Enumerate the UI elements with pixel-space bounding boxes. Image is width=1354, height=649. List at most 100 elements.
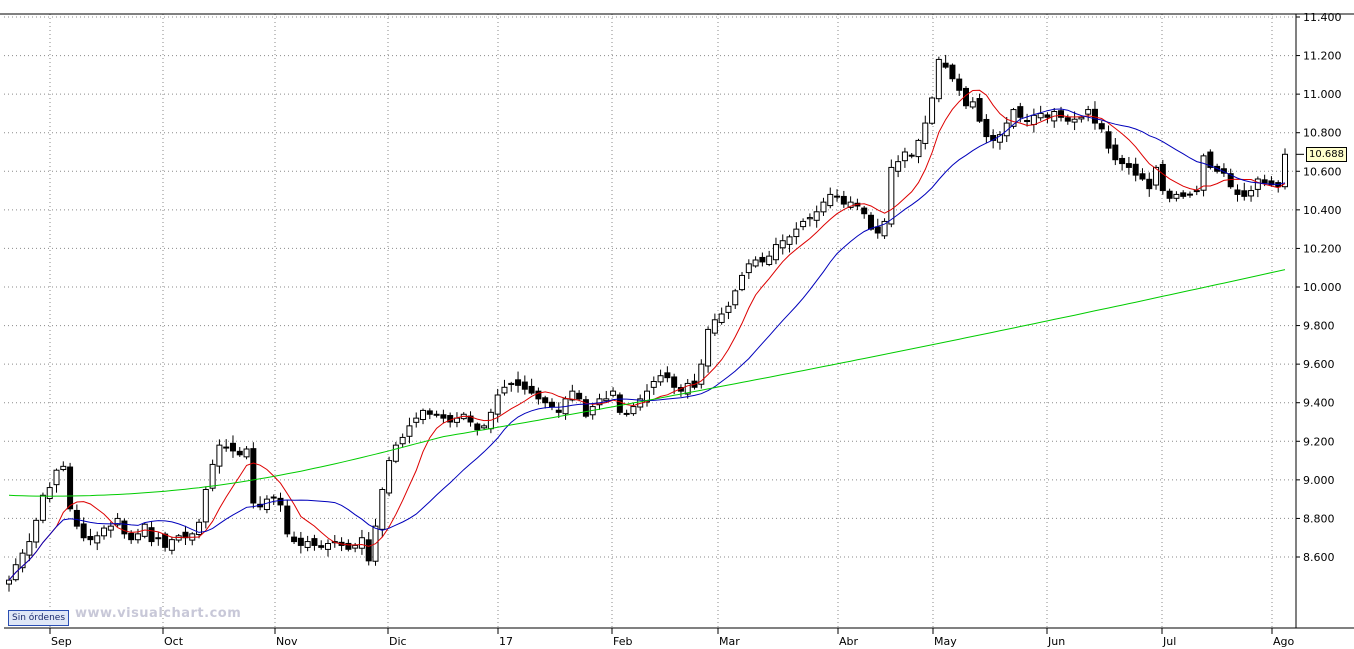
candle-body [1105, 131, 1112, 149]
x-tick-label: Nov [276, 635, 298, 648]
candle-body [284, 505, 291, 535]
candle-body [528, 385, 535, 394]
candle-body [840, 195, 847, 205]
candle-body [766, 255, 773, 265]
candle-body [739, 274, 746, 291]
x-tick-label: Feb [613, 635, 632, 648]
candle-body [895, 161, 902, 172]
candle-body [684, 382, 691, 395]
candle-body [922, 122, 929, 144]
candle-body [297, 537, 304, 546]
candle-body [481, 425, 488, 429]
candle-body [535, 390, 542, 400]
candle-body [820, 201, 827, 213]
ma-long-line [8, 269, 1286, 497]
candle-body [365, 539, 372, 562]
x-tick-label: Jun [1047, 635, 1065, 648]
candle-body [644, 390, 650, 403]
candle-body [942, 62, 949, 68]
candle-body [759, 256, 766, 263]
candle-body [352, 544, 359, 549]
sin-ordenes-button[interactable]: Sin órdenes [8, 610, 70, 626]
candle-body [1200, 155, 1207, 191]
candle-body [1064, 117, 1071, 122]
watermark-text: www.visualchart.com [75, 606, 242, 621]
candle-body [861, 207, 868, 215]
candle-body [440, 414, 447, 419]
candle-body [779, 240, 786, 249]
candle-body [1173, 193, 1180, 199]
candle-body [501, 386, 508, 394]
candle-body [67, 466, 74, 510]
candle-body [53, 469, 60, 486]
candle-body [318, 545, 325, 548]
candle-body [494, 394, 501, 415]
last-price-label: 10.688 [1306, 147, 1347, 162]
candle-body [413, 417, 420, 423]
candle-body [555, 409, 562, 413]
x-tick-label: 17 [499, 635, 513, 648]
candle-body [168, 539, 175, 551]
candle-body [379, 489, 386, 530]
y-tick-label: 9.600 [1303, 358, 1335, 371]
candle-body [277, 497, 284, 506]
candle-body [576, 392, 583, 400]
candle-body [1268, 180, 1275, 186]
candle-body [1180, 192, 1187, 197]
candle-body [929, 97, 936, 124]
y-tick-label: 11.400 [1303, 11, 1342, 24]
candle-body [196, 521, 203, 535]
candle-body [406, 425, 413, 437]
candle-body [399, 436, 406, 445]
candle-body [1085, 109, 1092, 115]
candle-body [793, 228, 800, 238]
candle-body [956, 78, 963, 91]
y-tick-label: 10.000 [1303, 281, 1342, 294]
candle-body [94, 535, 101, 544]
candle-body [467, 415, 474, 423]
y-tick-label: 10.600 [1303, 165, 1342, 178]
candle-body [39, 494, 46, 521]
candle-body [426, 410, 433, 415]
candle-body [800, 220, 807, 228]
candle-body [515, 379, 522, 386]
y-tick-label: 10.200 [1303, 242, 1342, 255]
x-tick-label: Mar [719, 635, 740, 648]
candle-body [33, 519, 40, 543]
y-tick-label: 10.800 [1303, 127, 1342, 140]
candle-body [935, 58, 942, 100]
candle-body [1078, 116, 1085, 120]
candle-body [603, 398, 610, 402]
candle-body [969, 101, 976, 108]
candle-body [1139, 173, 1146, 180]
candle-body [229, 442, 236, 452]
candle-body [834, 195, 841, 198]
candle-body [345, 542, 352, 550]
candle-body [1017, 106, 1024, 118]
candle-body [1166, 190, 1173, 199]
candle-body [915, 139, 922, 158]
x-tick-label: Sep [51, 635, 72, 648]
y-tick-label: 9.800 [1303, 320, 1335, 333]
candle-body [223, 446, 230, 449]
candle-body [752, 259, 759, 267]
candle-body [250, 448, 257, 504]
candle-body [107, 525, 114, 531]
candle-body [243, 448, 250, 458]
candle-body [908, 154, 915, 157]
candle-body [867, 214, 874, 230]
candle-body [847, 201, 854, 208]
candle-body [311, 538, 318, 546]
candle-body [304, 541, 311, 548]
y-tick-label: 9.200 [1303, 435, 1335, 448]
candle-body [881, 220, 888, 237]
candle-body [1030, 114, 1037, 125]
candle-body [1044, 114, 1051, 118]
candle-body [901, 151, 908, 162]
candle-body [772, 244, 779, 261]
ma-short-line [8, 89, 1286, 581]
candle-body [209, 463, 216, 489]
candle-body [657, 375, 664, 383]
